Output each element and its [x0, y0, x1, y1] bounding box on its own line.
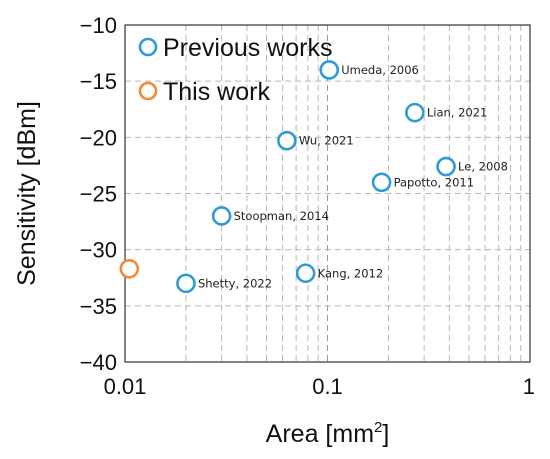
y-tick-label: −35 [80, 294, 117, 319]
x-tick-label: 0.01 [104, 374, 147, 399]
x-axis-ticks: 0.01 0.1 1 [104, 374, 535, 399]
data-point-label: Le, 2008 [458, 160, 508, 174]
data-point-marker [119, 258, 140, 279]
legend-label: This work [163, 78, 270, 106]
data-point-label: Papotto, 2011 [394, 175, 474, 189]
data-point-label: Kang, 2012 [318, 266, 384, 280]
grid [125, 25, 530, 362]
data-point-label: Stoopman, 2014 [234, 209, 329, 223]
y-tick-label: −30 [80, 238, 117, 263]
data-point-marker [176, 273, 196, 294]
x-axis-title: Area [mm2] [266, 419, 390, 448]
y-tick-label: −40 [80, 350, 117, 375]
data-point-label: Shetty, 2022 [198, 276, 272, 290]
x-axis-title-superscript: 2 [374, 419, 382, 436]
data-point-marker [371, 172, 392, 193]
legend-marker [138, 81, 158, 101]
y-tick-label: −25 [80, 182, 117, 207]
x-axis-title-main: Area [mm [266, 420, 374, 448]
x-axis-title-end: ] [382, 420, 389, 448]
data-point-marker [211, 206, 232, 226]
data-points: Umeda, 2006 Lian, 2021 Wu, 2021 Le, 2008Pap… [119, 60, 508, 294]
x-tick-label: 0.1 [312, 374, 343, 399]
data-point-marker [405, 102, 425, 123]
legend: Previous works This work [138, 34, 333, 106]
x-tick-label: 1 [523, 374, 535, 399]
y-axis-title: Sensitivity [dBm] [13, 101, 41, 286]
y-tick-label: −10 [80, 13, 117, 38]
y-tick-label: −20 [80, 125, 117, 150]
data-point-marker [295, 263, 316, 284]
data-point-marker [436, 156, 456, 177]
data-point-label: Lian, 2021 [427, 106, 488, 120]
data-point-label: Wu, 2021 [299, 134, 354, 148]
legend-label: Previous works [163, 34, 333, 62]
data-point-marker [277, 130, 297, 151]
y-axis-ticks: −10 −15 −20 −25 −30 −35 −40 [80, 13, 117, 375]
data-point-label: Umeda, 2006 [341, 63, 419, 77]
data-point-marker [319, 60, 340, 80]
y-tick-label: −15 [80, 69, 117, 94]
plot-frame [124, 24, 531, 363]
legend-marker [138, 37, 158, 57]
